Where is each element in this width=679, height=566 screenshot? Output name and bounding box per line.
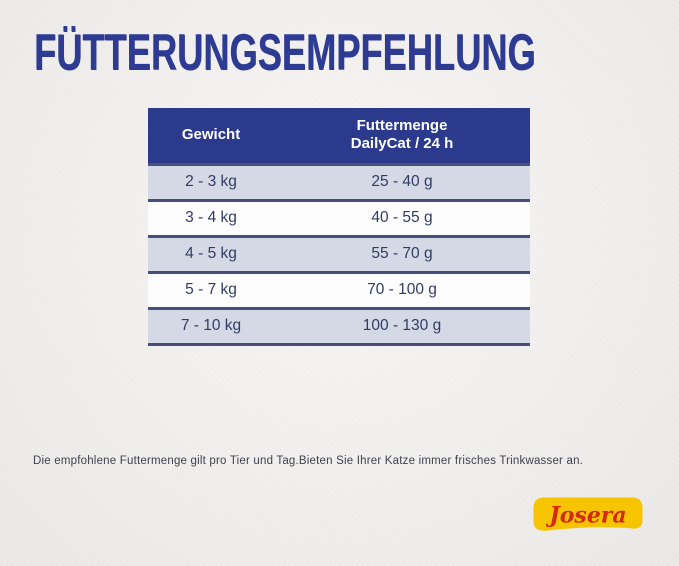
table-row: 5 - 7 kg 70 - 100 g <box>148 272 530 308</box>
table-row: 3 - 4 kg 40 - 55 g <box>148 200 530 236</box>
feeding-table: Gewicht Futtermenge DailyCat / 24 h 2 - … <box>148 108 530 346</box>
column-header-gewicht: Gewicht <box>148 108 275 164</box>
josera-logo-shape <box>533 497 643 531</box>
cell-amount: 40 - 55 g <box>371 209 433 226</box>
josera-logo-badge: Josera <box>533 497 643 531</box>
cell-weight: 7 - 10 kg <box>180 317 242 334</box>
table-row: 4 - 5 kg 55 - 70 g <box>148 236 530 272</box>
page-title: FÜTTERUNGSEMPFEHLUNG <box>34 24 536 82</box>
cell-weight: 2 - 3 kg <box>185 173 237 190</box>
josera-logo-text: Josera <box>545 503 626 529</box>
column-header-futtermenge-line2: DailyCat / 24 h <box>350 135 454 153</box>
table-row: 2 - 3 kg 25 - 40 g <box>148 164 530 200</box>
josera-logo: Josera <box>533 497 643 534</box>
feeding-table-body: 2 - 3 kg 25 - 40 g 3 - 4 kg 40 - 55 g 4 - 5 … <box>148 164 530 344</box>
table-row: 7 - 10 kg 100 - 130 g <box>148 308 530 344</box>
cell-amount: 55 - 70 g <box>371 245 433 262</box>
cell-weight: 5 - 7 kg <box>185 281 237 298</box>
table-header-row: Gewicht Futtermenge DailyCat / 24 h <box>148 108 530 164</box>
cell-amount: 100 - 130 g <box>362 317 442 334</box>
cell-weight: 4 - 5 kg <box>185 245 237 262</box>
cell-amount: 25 - 40 g <box>371 173 433 190</box>
cell-weight: 3 - 4 kg <box>185 209 237 226</box>
footnote-text: Die empfohlene Futtermenge gilt pro Tier… <box>33 455 584 467</box>
column-header-futtermenge-line1: Futtermenge <box>356 116 448 134</box>
cell-amount: 70 - 100 g <box>367 281 437 298</box>
column-header-futtermenge: Futtermenge DailyCat / 24 h <box>274 108 530 164</box>
